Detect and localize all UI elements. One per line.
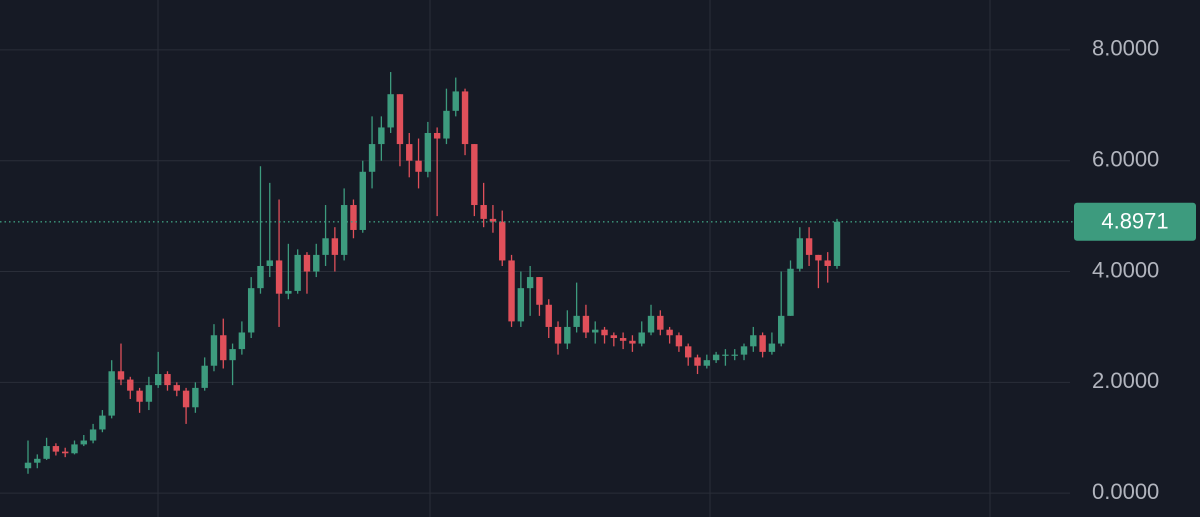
candle-body: [610, 335, 618, 339]
candle-body: [396, 94, 404, 145]
candle-body: [220, 335, 227, 361]
candle-body: [796, 238, 804, 269]
candle-body: [712, 354, 720, 361]
candle-body: [210, 335, 218, 366]
candle-body: [638, 332, 645, 344]
candle-body: [229, 349, 236, 361]
candle-body: [154, 374, 162, 386]
candle-body: [703, 360, 711, 366]
candle-body: [266, 260, 273, 266]
candle-body: [759, 335, 766, 352]
candle-body: [675, 335, 683, 347]
candle-body: [238, 332, 246, 350]
candle-body: [117, 371, 125, 380]
candle-body: [424, 132, 432, 172]
candle-body: [80, 440, 87, 445]
candle-body: [43, 446, 50, 459]
candle-body: [433, 132, 441, 139]
candle-body: [313, 254, 320, 272]
candle-body: [294, 254, 301, 291]
candle-body: [71, 444, 78, 454]
candle-body: [526, 277, 534, 289]
candle-body: [257, 265, 264, 289]
candle-body: [359, 171, 366, 230]
candle-body: [805, 238, 813, 255]
candle-body: [582, 315, 590, 333]
candle-body: [601, 329, 608, 336]
candle-body: [573, 315, 580, 327]
candle-body: [452, 91, 459, 111]
y-tick-label: 0.0000: [1092, 479, 1159, 504]
candle-body: [647, 315, 655, 333]
candle-body: [34, 458, 41, 463]
candle-body: [368, 144, 376, 172]
y-tick-label: 6.0000: [1092, 147, 1159, 172]
current-price-box: [1074, 202, 1196, 241]
candle-body: [740, 346, 748, 355]
candle-body: [182, 390, 190, 408]
candle-body: [387, 94, 394, 128]
candle-body: [666, 329, 673, 336]
candle-body: [694, 357, 701, 366]
candle-body: [685, 346, 692, 358]
candle-body: [629, 340, 636, 344]
candle-body: [173, 385, 180, 391]
y-tick-label: 4.0000: [1092, 257, 1159, 282]
candle-body: [24, 462, 32, 469]
candle-body: [127, 379, 134, 391]
candle-body: [89, 429, 97, 441]
candle-body: [192, 387, 199, 408]
candle-body: [285, 290, 292, 294]
candle-body: [592, 329, 599, 333]
candle-body: [619, 338, 627, 341]
candle-body: [378, 127, 385, 145]
candle-body: [554, 326, 562, 344]
current-price-label: 4.8971: [1101, 209, 1168, 234]
candle-body: [508, 260, 515, 322]
candle-body: [768, 343, 776, 352]
candle-body: [517, 288, 525, 322]
candle-body: [164, 374, 171, 386]
candle-body: [303, 254, 311, 272]
candle-body: [99, 415, 106, 430]
candle-body: [201, 365, 208, 388]
candle-body: [499, 221, 506, 261]
candle-body: [824, 260, 831, 266]
candle-body: [331, 238, 339, 255]
candle-body: [350, 205, 357, 230]
candle-body: [247, 288, 255, 333]
candle-body: [815, 254, 822, 261]
candle-body: [145, 385, 153, 402]
candle-body: [657, 315, 664, 330]
candle-body: [406, 144, 413, 161]
candle-body: [787, 268, 794, 316]
candle-body: [489, 218, 497, 222]
candle-body: [61, 451, 69, 454]
candle-body: [340, 205, 348, 255]
candle-body: [52, 446, 60, 452]
candle-body: [833, 221, 841, 266]
candle-body: [322, 238, 329, 255]
candle-body: [275, 260, 283, 294]
candle-body: [536, 277, 543, 305]
candle-body: [750, 335, 757, 347]
candle-body: [108, 371, 115, 416]
y-tick-label: 2.0000: [1092, 368, 1159, 393]
candle-body: [731, 354, 738, 356]
candle-body: [722, 354, 729, 356]
candle-body: [415, 160, 422, 172]
candle-body: [443, 110, 450, 139]
candle-body: [564, 326, 571, 344]
candle-body: [461, 91, 469, 145]
candle-body: [545, 304, 552, 327]
candle-body: [471, 144, 478, 206]
candle-body: [480, 205, 487, 219]
y-tick-label: 8.0000: [1092, 36, 1159, 61]
candle-body: [136, 390, 143, 402]
candle-body: [778, 315, 785, 344]
